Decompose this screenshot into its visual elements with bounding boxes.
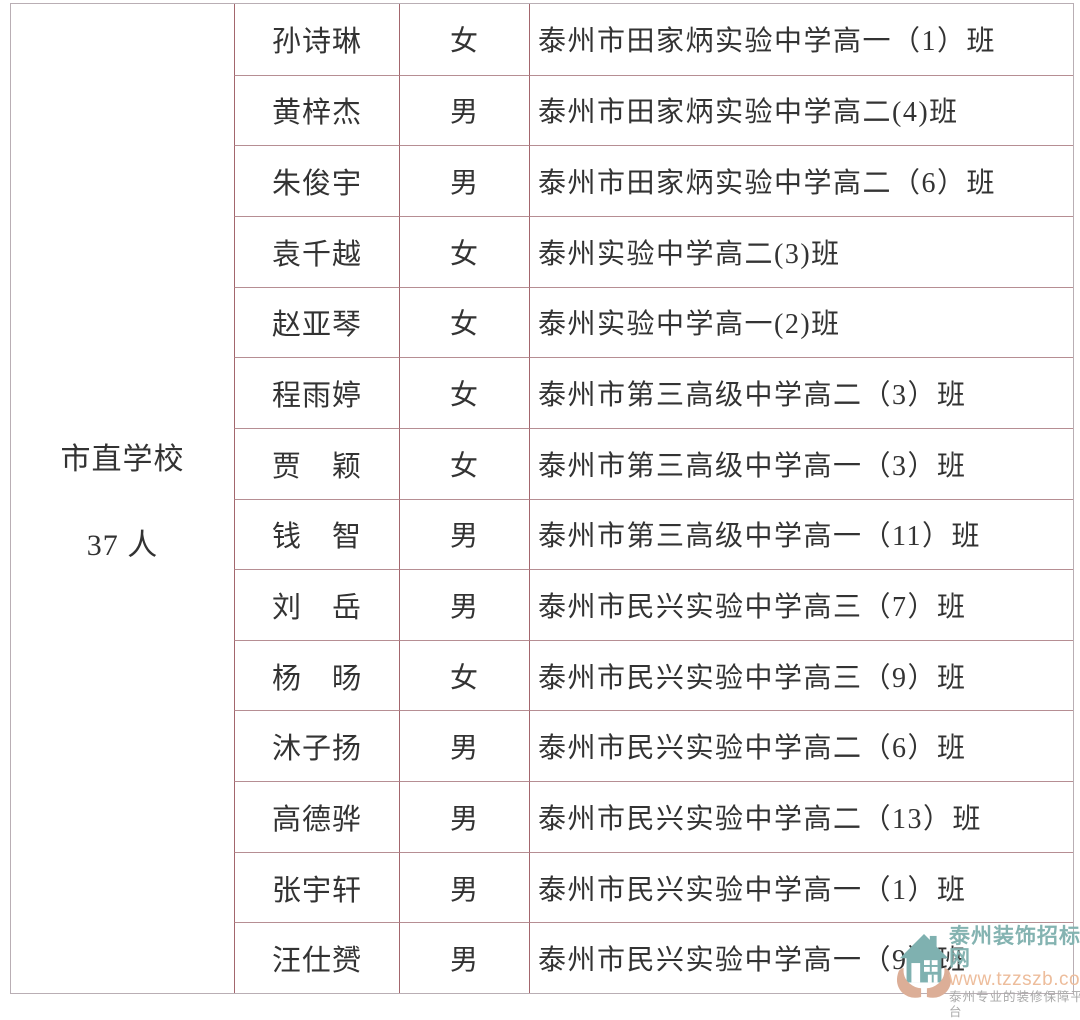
student-school-class: 泰州市民兴实验中学高一（1）班 — [529, 851, 1073, 923]
student-school-class: 泰州市民兴实验中学高一（9）班 — [529, 922, 1073, 993]
watermark-tagline: 泰州专业的装修保障平台 — [949, 990, 1080, 1019]
student-name: 钱 智 — [234, 498, 399, 570]
school-group-count: 37 人 — [86, 528, 159, 562]
student-school-class: 泰州实验中学高一(2)班 — [529, 286, 1073, 358]
student-name: 贾 颖 — [234, 427, 399, 499]
student-school-class: 泰州市第三高级中学高一（3）班 — [529, 427, 1073, 499]
student-name: 赵亚琴 — [234, 286, 399, 358]
student-school-class: 泰州市田家炳实验中学高二(4)班 — [529, 74, 1073, 146]
student-name: 黄梓杰 — [234, 74, 399, 146]
student-gender: 男 — [399, 851, 529, 923]
student-name: 程雨婷 — [234, 357, 399, 428]
student-school-class: 泰州实验中学高二(3)班 — [529, 215, 1073, 287]
student-name: 沐子扬 — [234, 710, 399, 782]
student-gender: 女 — [399, 286, 529, 358]
student-name: 汪仕赟 — [234, 922, 399, 993]
student-gender: 男 — [399, 145, 529, 216]
student-gender: 女 — [399, 215, 529, 287]
student-gender: 女 — [399, 357, 529, 428]
student-school-class: 泰州市第三高级中学高一（11）班 — [529, 498, 1073, 570]
student-school-class: 泰州市民兴实验中学高三（9）班 — [529, 639, 1073, 711]
student-gender: 女 — [399, 4, 529, 75]
student-gender: 男 — [399, 569, 529, 640]
student-gender: 男 — [399, 498, 529, 570]
student-school-class: 泰州市民兴实验中学高三（7）班 — [529, 569, 1073, 640]
student-school-class: 泰州市田家炳实验中学高二（6）班 — [529, 145, 1073, 216]
student-gender: 男 — [399, 922, 529, 993]
student-gender: 男 — [399, 74, 529, 146]
student-school-class: 泰州市田家炳实验中学高一（1）班 — [529, 4, 1073, 75]
student-gender: 女 — [399, 427, 529, 499]
student-name: 张宇轩 — [234, 851, 399, 923]
school-group-cell: 市直学校 37 人 — [11, 4, 234, 993]
student-school-class: 泰州市民兴实验中学高二（6）班 — [529, 710, 1073, 782]
student-roster-table: 市直学校 37 人 孙诗琳 女 泰州市田家炳实验中学高一（1）班 黄梓杰 男 泰… — [10, 3, 1074, 994]
school-group-name: 市直学校 — [60, 442, 185, 476]
student-name: 高德骅 — [234, 781, 399, 852]
student-name: 刘 岳 — [234, 569, 399, 640]
student-name: 孙诗琳 — [234, 4, 399, 75]
student-name: 朱俊宇 — [234, 145, 399, 216]
student-name: 袁千越 — [234, 215, 399, 287]
student-school-class: 泰州市民兴实验中学高二（13）班 — [529, 781, 1073, 852]
student-gender: 女 — [399, 639, 529, 711]
student-name: 杨 旸 — [234, 639, 399, 711]
student-school-class: 泰州市第三高级中学高二（3）班 — [529, 357, 1073, 428]
student-gender: 男 — [399, 710, 529, 782]
student-gender: 男 — [399, 781, 529, 852]
